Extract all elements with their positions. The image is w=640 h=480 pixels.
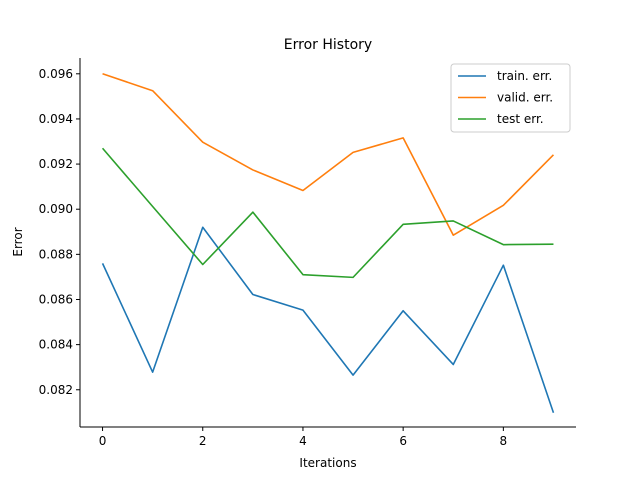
- series-layer: [101, 73, 555, 414]
- series-line-test-err: [101, 147, 554, 279]
- series-line-valid-err: [102, 73, 555, 236]
- legend-label-train-err: train. err.: [497, 69, 552, 83]
- y-axis-label: Error: [11, 227, 25, 256]
- y-tick-label: 0.088: [39, 247, 73, 261]
- y-tick-label: 0.084: [39, 338, 73, 352]
- legend-frame: [450, 63, 571, 133]
- x-tick-label: 2: [199, 434, 207, 448]
- y-tick-label: 0.094: [39, 112, 73, 126]
- chart-title: Error History: [284, 37, 372, 53]
- series-line-train-err: [101, 226, 555, 414]
- x-ticks: 0 2 4 6 8: [99, 427, 507, 448]
- legend-label-test-err: test err.: [497, 112, 544, 126]
- y-tick-label: 0.086: [39, 292, 73, 306]
- y-tick-label: 0.090: [39, 202, 73, 216]
- y-tick-label: 0.082: [39, 383, 73, 397]
- x-tick-label: 4: [299, 434, 307, 448]
- y-tick-label: 0.096: [39, 67, 73, 81]
- x-tick-label: 8: [500, 434, 508, 448]
- legend-label-valid-err: valid. err.: [497, 91, 553, 105]
- x-tick-label: 6: [399, 434, 407, 448]
- x-axis-label: Iterations: [299, 456, 356, 470]
- y-ticks: 0.082 0.084 0.086 0.088 0.090 0.092 0.094 0.096: [39, 67, 80, 397]
- y-tick-label: 0.092: [39, 157, 73, 171]
- x-tick-label: 0: [99, 434, 107, 448]
- legend: train. err. valid. err. test err.: [450, 63, 571, 133]
